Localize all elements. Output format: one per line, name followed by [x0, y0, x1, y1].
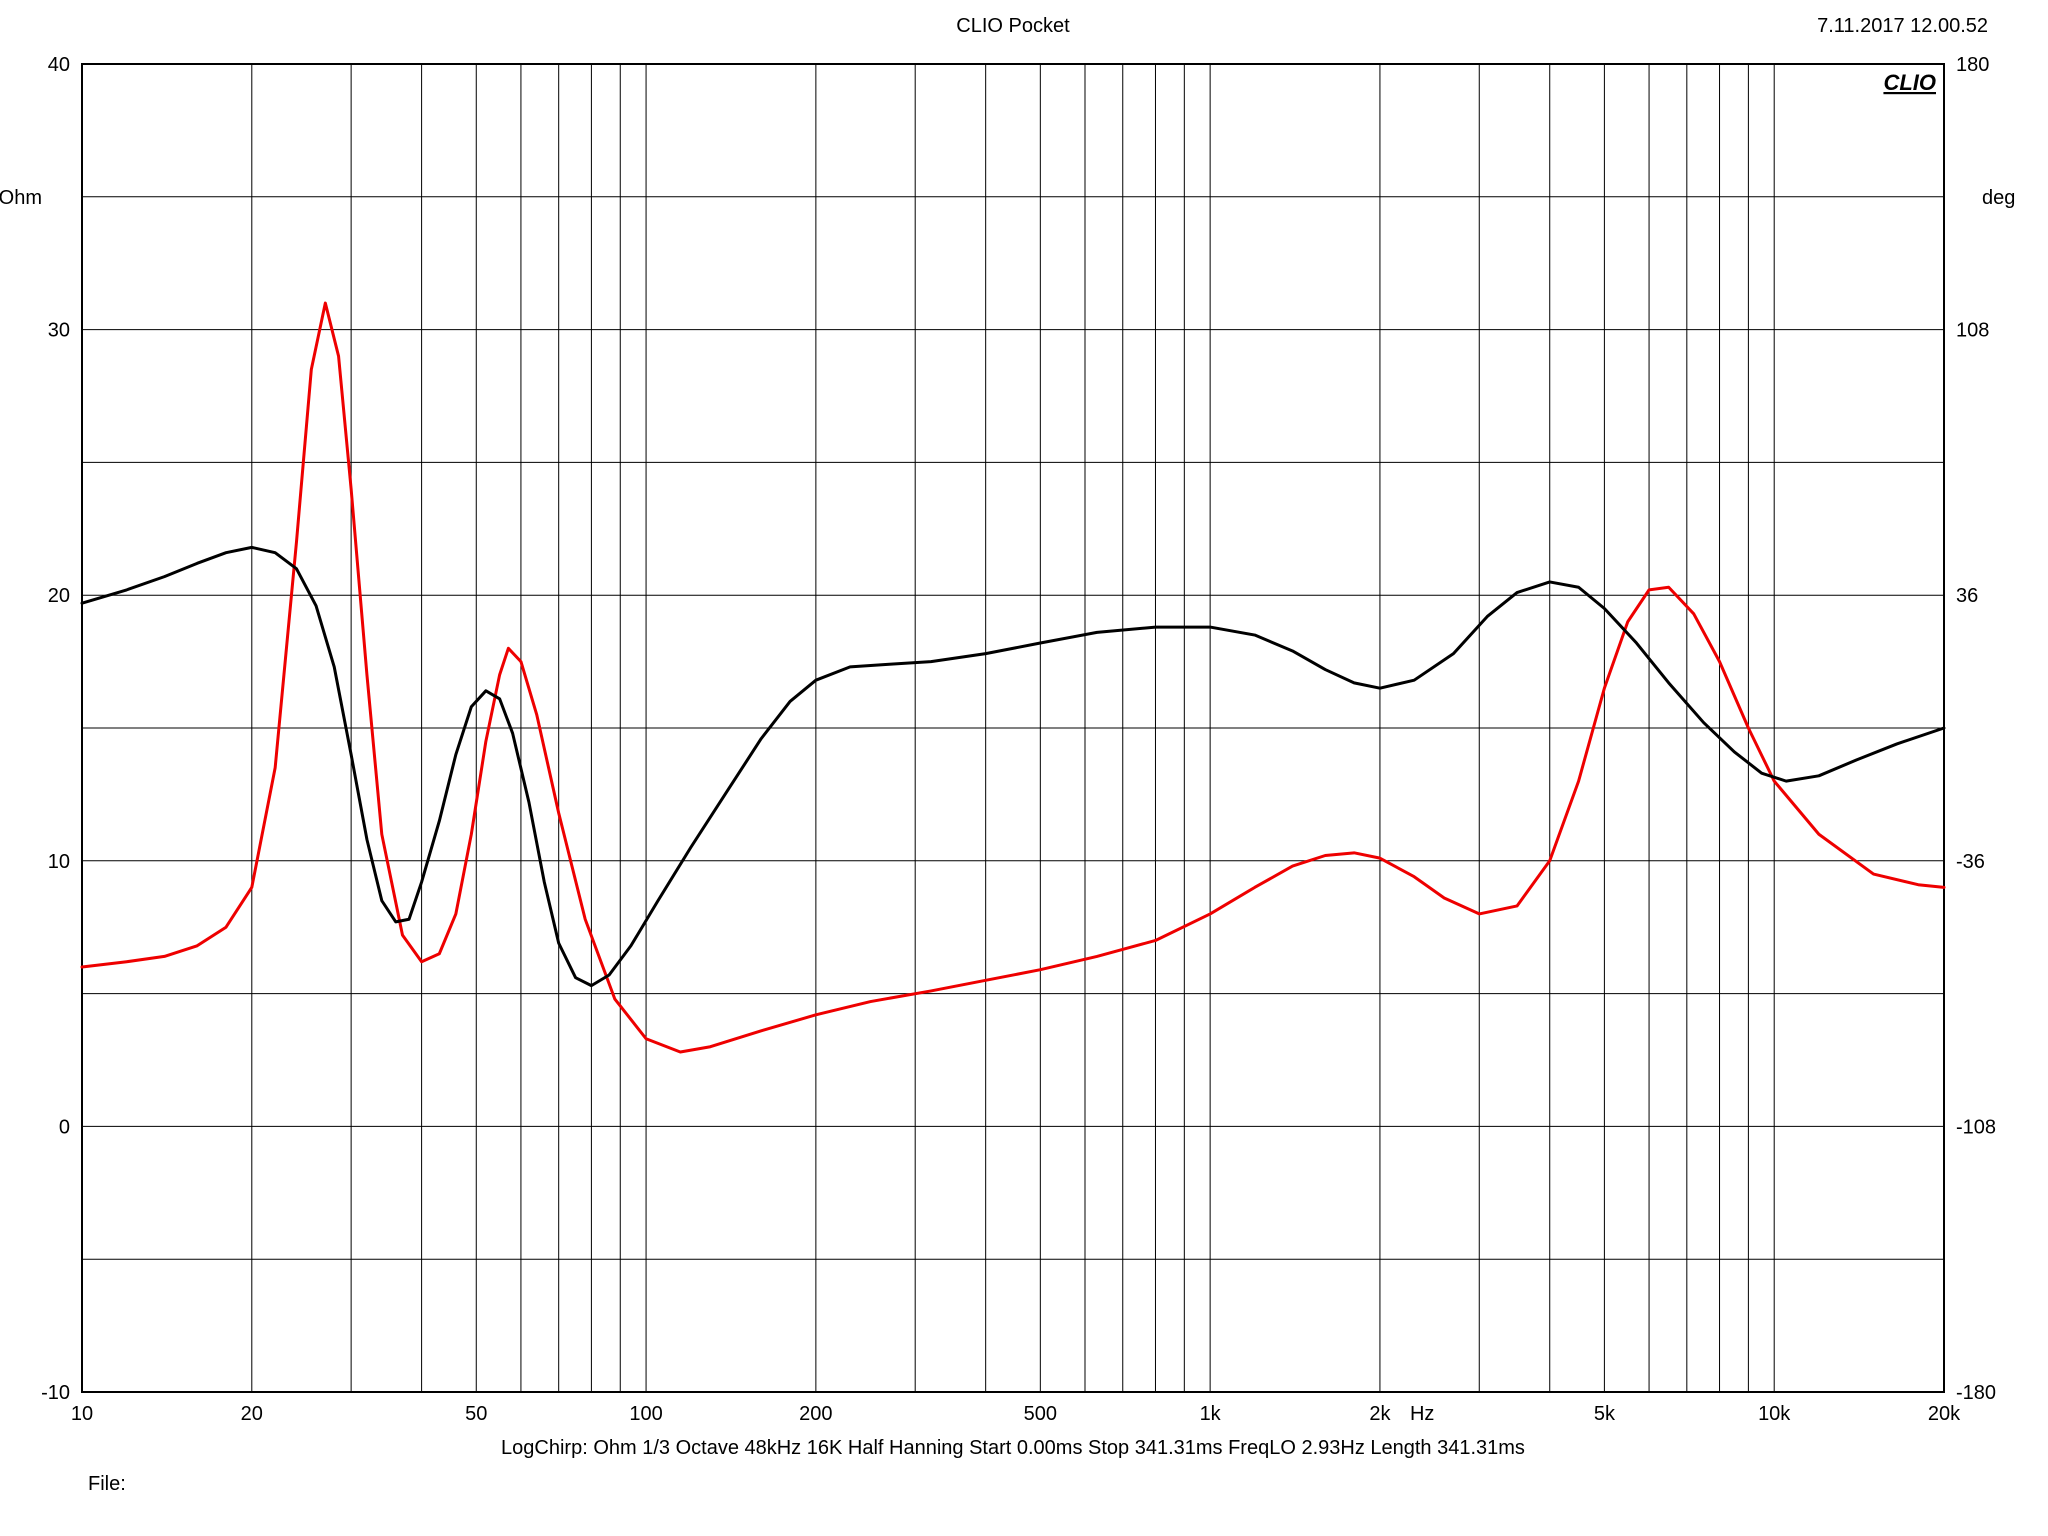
- y-right-tick-label: 108: [1956, 320, 1989, 342]
- chart-wrapper: CLIO Pocket7.11.2017 12.00.5210205010020…: [0, 0, 2048, 1536]
- y-left-tick-label: 20: [48, 585, 70, 607]
- x-tick-label: 500: [1024, 1403, 1057, 1425]
- y-right-tick-label: -36: [1956, 851, 1985, 873]
- x-tick-label: 1k: [1200, 1403, 1222, 1425]
- y-right-tick-label: -108: [1956, 1116, 1996, 1138]
- impedance-chart: CLIO Pocket7.11.2017 12.00.5210205010020…: [0, 0, 2048, 1536]
- x-tick-label: 10k: [1758, 1403, 1791, 1425]
- y-right-tick-label: 36: [1956, 585, 1978, 607]
- left-unit-label: Ohm: [0, 187, 42, 209]
- series-group: [82, 303, 1944, 1052]
- file-label: File:: [88, 1473, 126, 1495]
- x-tick-label: 20: [241, 1403, 263, 1425]
- timestamp: 7.11.2017 12.00.52: [1817, 15, 1988, 37]
- x-tick-label: 10: [71, 1403, 93, 1425]
- y-right-tick-label: -180: [1956, 1382, 1996, 1404]
- brand-logo: CLIO: [1883, 70, 1936, 95]
- y-left-tick-label: 40: [48, 54, 70, 76]
- x-tick-label: 50: [465, 1403, 487, 1425]
- x-tick-label: 2k: [1369, 1403, 1391, 1425]
- y-left-tick-label: -10: [41, 1382, 70, 1404]
- y-left-tick-label: 10: [48, 851, 70, 873]
- y-left-tick-label: 0: [59, 1116, 70, 1138]
- y-left-tick-label: 30: [48, 320, 70, 342]
- y-right-tick-label: 180: [1956, 54, 1989, 76]
- x-unit-label: Hz: [1410, 1403, 1434, 1425]
- grid: [82, 64, 1944, 1392]
- chart-title: CLIO Pocket: [956, 15, 1070, 37]
- footer-info: LogChirp: Ohm 1/3 Octave 48kHz 16K Half …: [501, 1437, 1525, 1459]
- x-tick-label: 5k: [1594, 1403, 1616, 1425]
- x-tick-label: 100: [629, 1403, 662, 1425]
- right-unit-label: deg: [1982, 187, 2015, 209]
- x-tick-label: 20k: [1928, 1403, 1961, 1425]
- x-tick-label: 200: [799, 1403, 832, 1425]
